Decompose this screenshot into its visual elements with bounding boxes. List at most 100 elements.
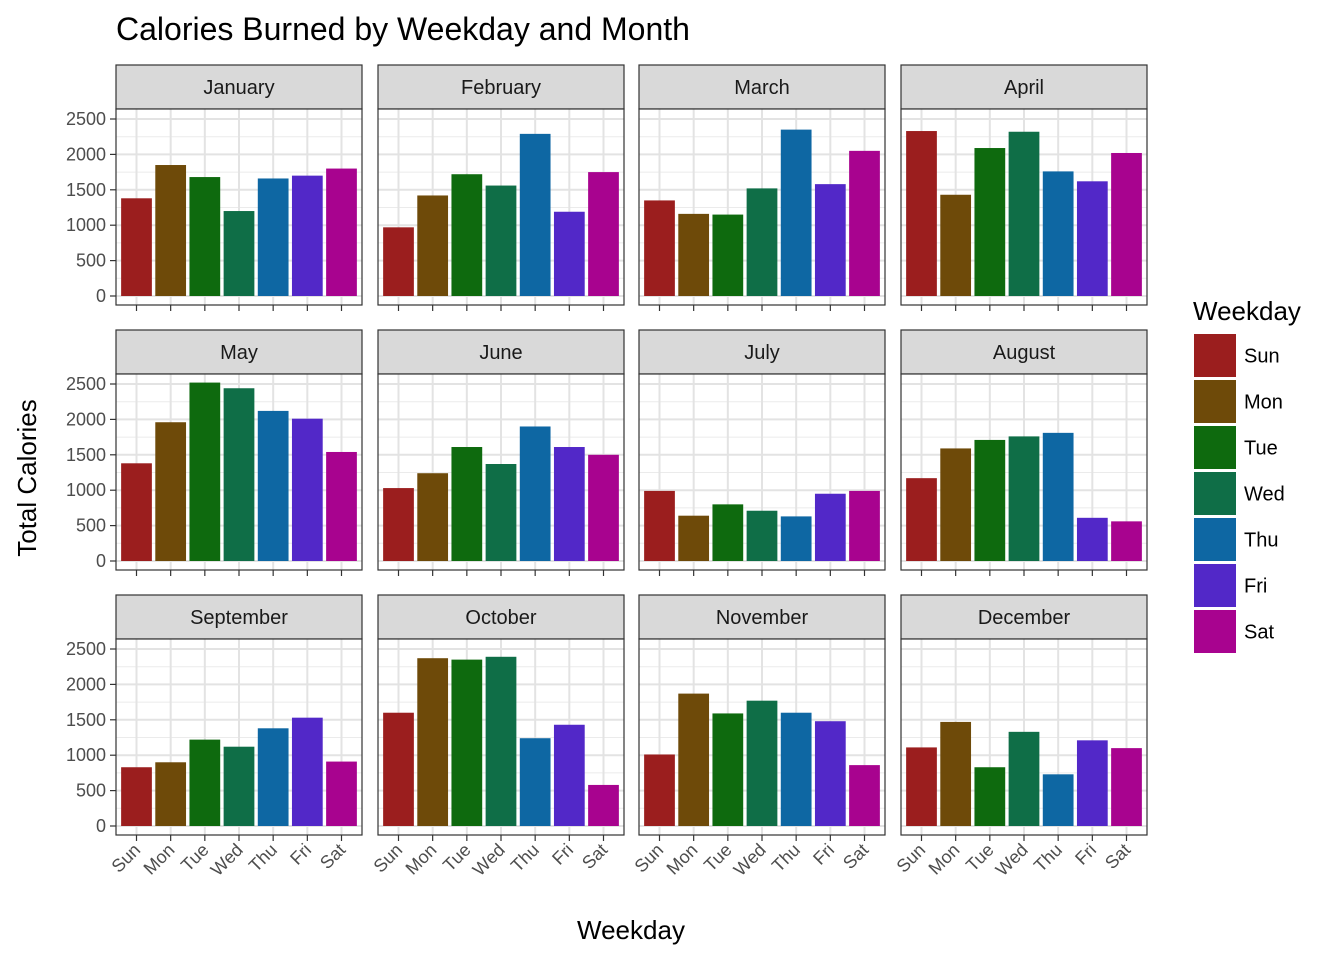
y-tick-label: 1000 xyxy=(66,215,106,235)
strip-july xyxy=(638,329,886,375)
bar-july-sun xyxy=(644,490,675,561)
x-tick-label: Sat xyxy=(316,840,349,873)
x-tick-label: Thu xyxy=(1030,840,1066,876)
bar-july-tue xyxy=(712,504,744,561)
bar-may-thu xyxy=(257,410,289,561)
y-tick-label: 2500 xyxy=(66,109,106,129)
y-tick-label: 2500 xyxy=(66,374,106,394)
bar-october-mon xyxy=(417,658,449,826)
bar-december-wed xyxy=(1008,731,1040,826)
strip-label-march: March xyxy=(734,77,790,99)
facet-march: March xyxy=(638,64,886,311)
bar-august-sat xyxy=(1111,521,1142,561)
y-tick-label: 500 xyxy=(76,251,106,271)
bar-september-thu xyxy=(257,728,289,826)
bar-august-sun xyxy=(906,478,937,561)
strip-label-september: September xyxy=(190,607,288,629)
x-tick-label: Mon xyxy=(140,840,179,879)
strip-may xyxy=(115,329,363,375)
y-tick-label: 500 xyxy=(76,781,106,801)
bar-july-thu xyxy=(780,516,812,561)
bar-march-tue xyxy=(712,214,744,296)
y-tick-label: 2000 xyxy=(66,144,106,164)
bar-october-fri xyxy=(553,724,585,826)
strip-label-december: December xyxy=(978,607,1071,629)
bar-march-thu xyxy=(780,129,812,296)
legend-label-tue: Tue xyxy=(1244,438,1278,460)
bar-october-sat xyxy=(588,784,619,826)
bar-february-sat xyxy=(588,172,619,296)
legend-key-mon xyxy=(1194,380,1236,423)
bar-october-wed xyxy=(485,656,517,826)
bar-april-tue xyxy=(974,148,1006,296)
x-tick-label: Wed xyxy=(730,840,770,880)
legend: Weekday Sun Mon Tue Wed Thu Fri Sat xyxy=(1193,296,1301,653)
y-tick-label: 2000 xyxy=(66,674,106,694)
strip-label-july: July xyxy=(744,342,780,364)
y-tick-label: 0 xyxy=(96,816,106,836)
legend-key-sun xyxy=(1194,334,1236,377)
bar-november-wed xyxy=(746,700,778,826)
bar-september-sat xyxy=(326,761,357,826)
facet-january: January 0 500 1000 1500 2000 2500 xyxy=(66,64,363,311)
bar-december-sat xyxy=(1111,748,1142,826)
bar-july-sat xyxy=(849,490,880,561)
bar-june-sat xyxy=(588,454,619,561)
y-tick-label: 1000 xyxy=(66,480,106,500)
x-tick-label: Thu xyxy=(768,840,804,876)
legend-label-sat: Sat xyxy=(1244,622,1274,644)
strip-january xyxy=(115,64,363,110)
bar-september-tue xyxy=(189,739,221,826)
bar-july-fri xyxy=(814,493,846,561)
bar-july-wed xyxy=(746,510,778,561)
legend-key-fri xyxy=(1194,564,1236,607)
x-tick-label: Tue xyxy=(962,840,998,876)
bar-september-mon xyxy=(155,762,187,826)
facet-february: February xyxy=(377,64,625,311)
legend-label-mon: Mon xyxy=(1244,392,1283,414)
y-axis-title: Total Calories xyxy=(12,399,42,557)
bar-may-fri xyxy=(291,418,323,561)
bar-july-mon xyxy=(678,515,710,561)
bar-december-mon xyxy=(940,721,972,826)
bar-august-mon xyxy=(940,448,972,561)
y-tick-label: 1000 xyxy=(66,745,106,765)
y-tick-label: 0 xyxy=(96,551,106,571)
strip-label-october: October xyxy=(465,607,536,629)
x-tick-label: Sat xyxy=(578,840,611,873)
x-tick-label: Tue xyxy=(177,840,213,876)
bar-march-sun xyxy=(644,200,675,296)
x-tick-label: Tue xyxy=(439,840,475,876)
bar-march-mon xyxy=(678,213,710,296)
y-tick-label: 2500 xyxy=(66,639,106,659)
bar-february-wed xyxy=(485,185,517,296)
bar-august-tue xyxy=(974,439,1006,561)
bar-november-tue xyxy=(712,713,744,826)
strip-april xyxy=(900,64,1148,110)
strip-label-may: May xyxy=(220,342,258,364)
x-tick-label: Fri xyxy=(1071,840,1100,869)
x-tick-label: Mon xyxy=(925,840,964,879)
bar-june-tue xyxy=(451,447,483,561)
bar-november-mon xyxy=(678,693,710,826)
bar-february-thu xyxy=(519,133,551,296)
x-tick-label: Sun xyxy=(631,840,668,877)
bar-may-tue xyxy=(189,382,221,561)
facet-july: July xyxy=(638,329,886,576)
bar-june-sun xyxy=(383,488,414,561)
strip-label-november: November xyxy=(716,607,809,629)
facet-panels: January 0 500 1000 1500 2000 2500 February March… xyxy=(66,64,1148,880)
bar-may-mon xyxy=(155,422,187,561)
bar-august-fri xyxy=(1076,517,1108,561)
bar-august-thu xyxy=(1042,432,1074,561)
x-tick-label: Tue xyxy=(700,840,736,876)
strip-november xyxy=(638,594,886,640)
y-tick-label: 500 xyxy=(76,516,106,536)
y-tick-label: 1500 xyxy=(66,180,106,200)
bar-february-tue xyxy=(451,174,483,296)
x-tick-label: Sun xyxy=(893,840,930,877)
bar-september-wed xyxy=(223,746,255,826)
legend-key-tue xyxy=(1194,426,1236,469)
